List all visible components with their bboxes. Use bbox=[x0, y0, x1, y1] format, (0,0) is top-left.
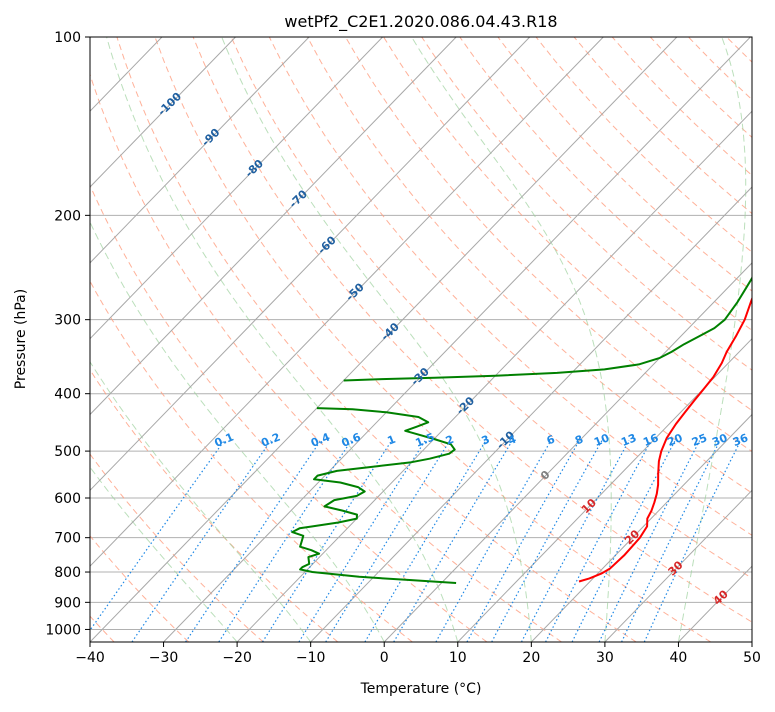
y-axis-label: Pressure (hPa) bbox=[13, 289, 29, 389]
x-tick-label: 20 bbox=[522, 650, 540, 666]
y-tick-label: 300 bbox=[54, 313, 81, 329]
x-axis-label: Temperature (°C) bbox=[360, 681, 482, 697]
y-tick-label: 100 bbox=[54, 30, 81, 46]
y-tick-label: 900 bbox=[54, 595, 81, 611]
y-tick-label: 800 bbox=[54, 565, 81, 581]
y-tick-label: 400 bbox=[54, 387, 81, 403]
x-tick-label: 10 bbox=[449, 650, 467, 666]
x-tick-label: −10 bbox=[296, 650, 326, 666]
x-tick-label: 0 bbox=[380, 650, 389, 666]
y-tick-label: 600 bbox=[54, 491, 81, 507]
x-tick-label: 40 bbox=[670, 650, 688, 666]
y-tick-label: 500 bbox=[54, 444, 81, 460]
x-tick-label: −20 bbox=[222, 650, 252, 666]
x-tick-label: 30 bbox=[596, 650, 614, 666]
y-tick-label: 1000 bbox=[45, 622, 81, 638]
y-tick-label: 200 bbox=[54, 208, 81, 224]
chart-title: wetPf2_C2E1.2020.086.04.43.R18 bbox=[284, 12, 557, 32]
x-tick-label: 50 bbox=[743, 650, 761, 666]
y-tick-label: 700 bbox=[54, 531, 81, 547]
x-tick-label: −40 bbox=[75, 650, 105, 666]
x-tick-label: −30 bbox=[149, 650, 179, 666]
